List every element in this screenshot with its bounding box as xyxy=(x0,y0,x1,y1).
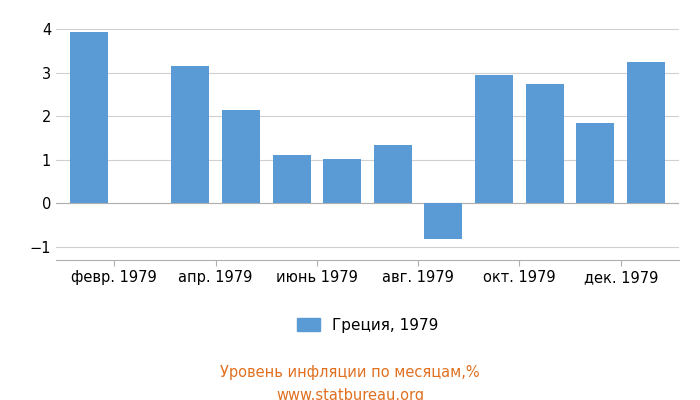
Bar xyxy=(323,159,361,203)
Bar xyxy=(526,84,564,203)
Bar xyxy=(475,75,513,203)
Bar xyxy=(374,146,412,203)
Bar xyxy=(576,123,615,203)
Bar xyxy=(70,32,108,203)
Text: Уровень инфляции по месяцам,%
www.statbureau.org: Уровень инфляции по месяцам,% www.statbu… xyxy=(220,366,480,400)
Bar xyxy=(627,62,665,203)
Legend: Греция, 1979: Греция, 1979 xyxy=(290,312,444,339)
Bar xyxy=(222,110,260,203)
Bar xyxy=(272,154,311,203)
Bar xyxy=(172,66,209,203)
Bar xyxy=(424,203,463,239)
